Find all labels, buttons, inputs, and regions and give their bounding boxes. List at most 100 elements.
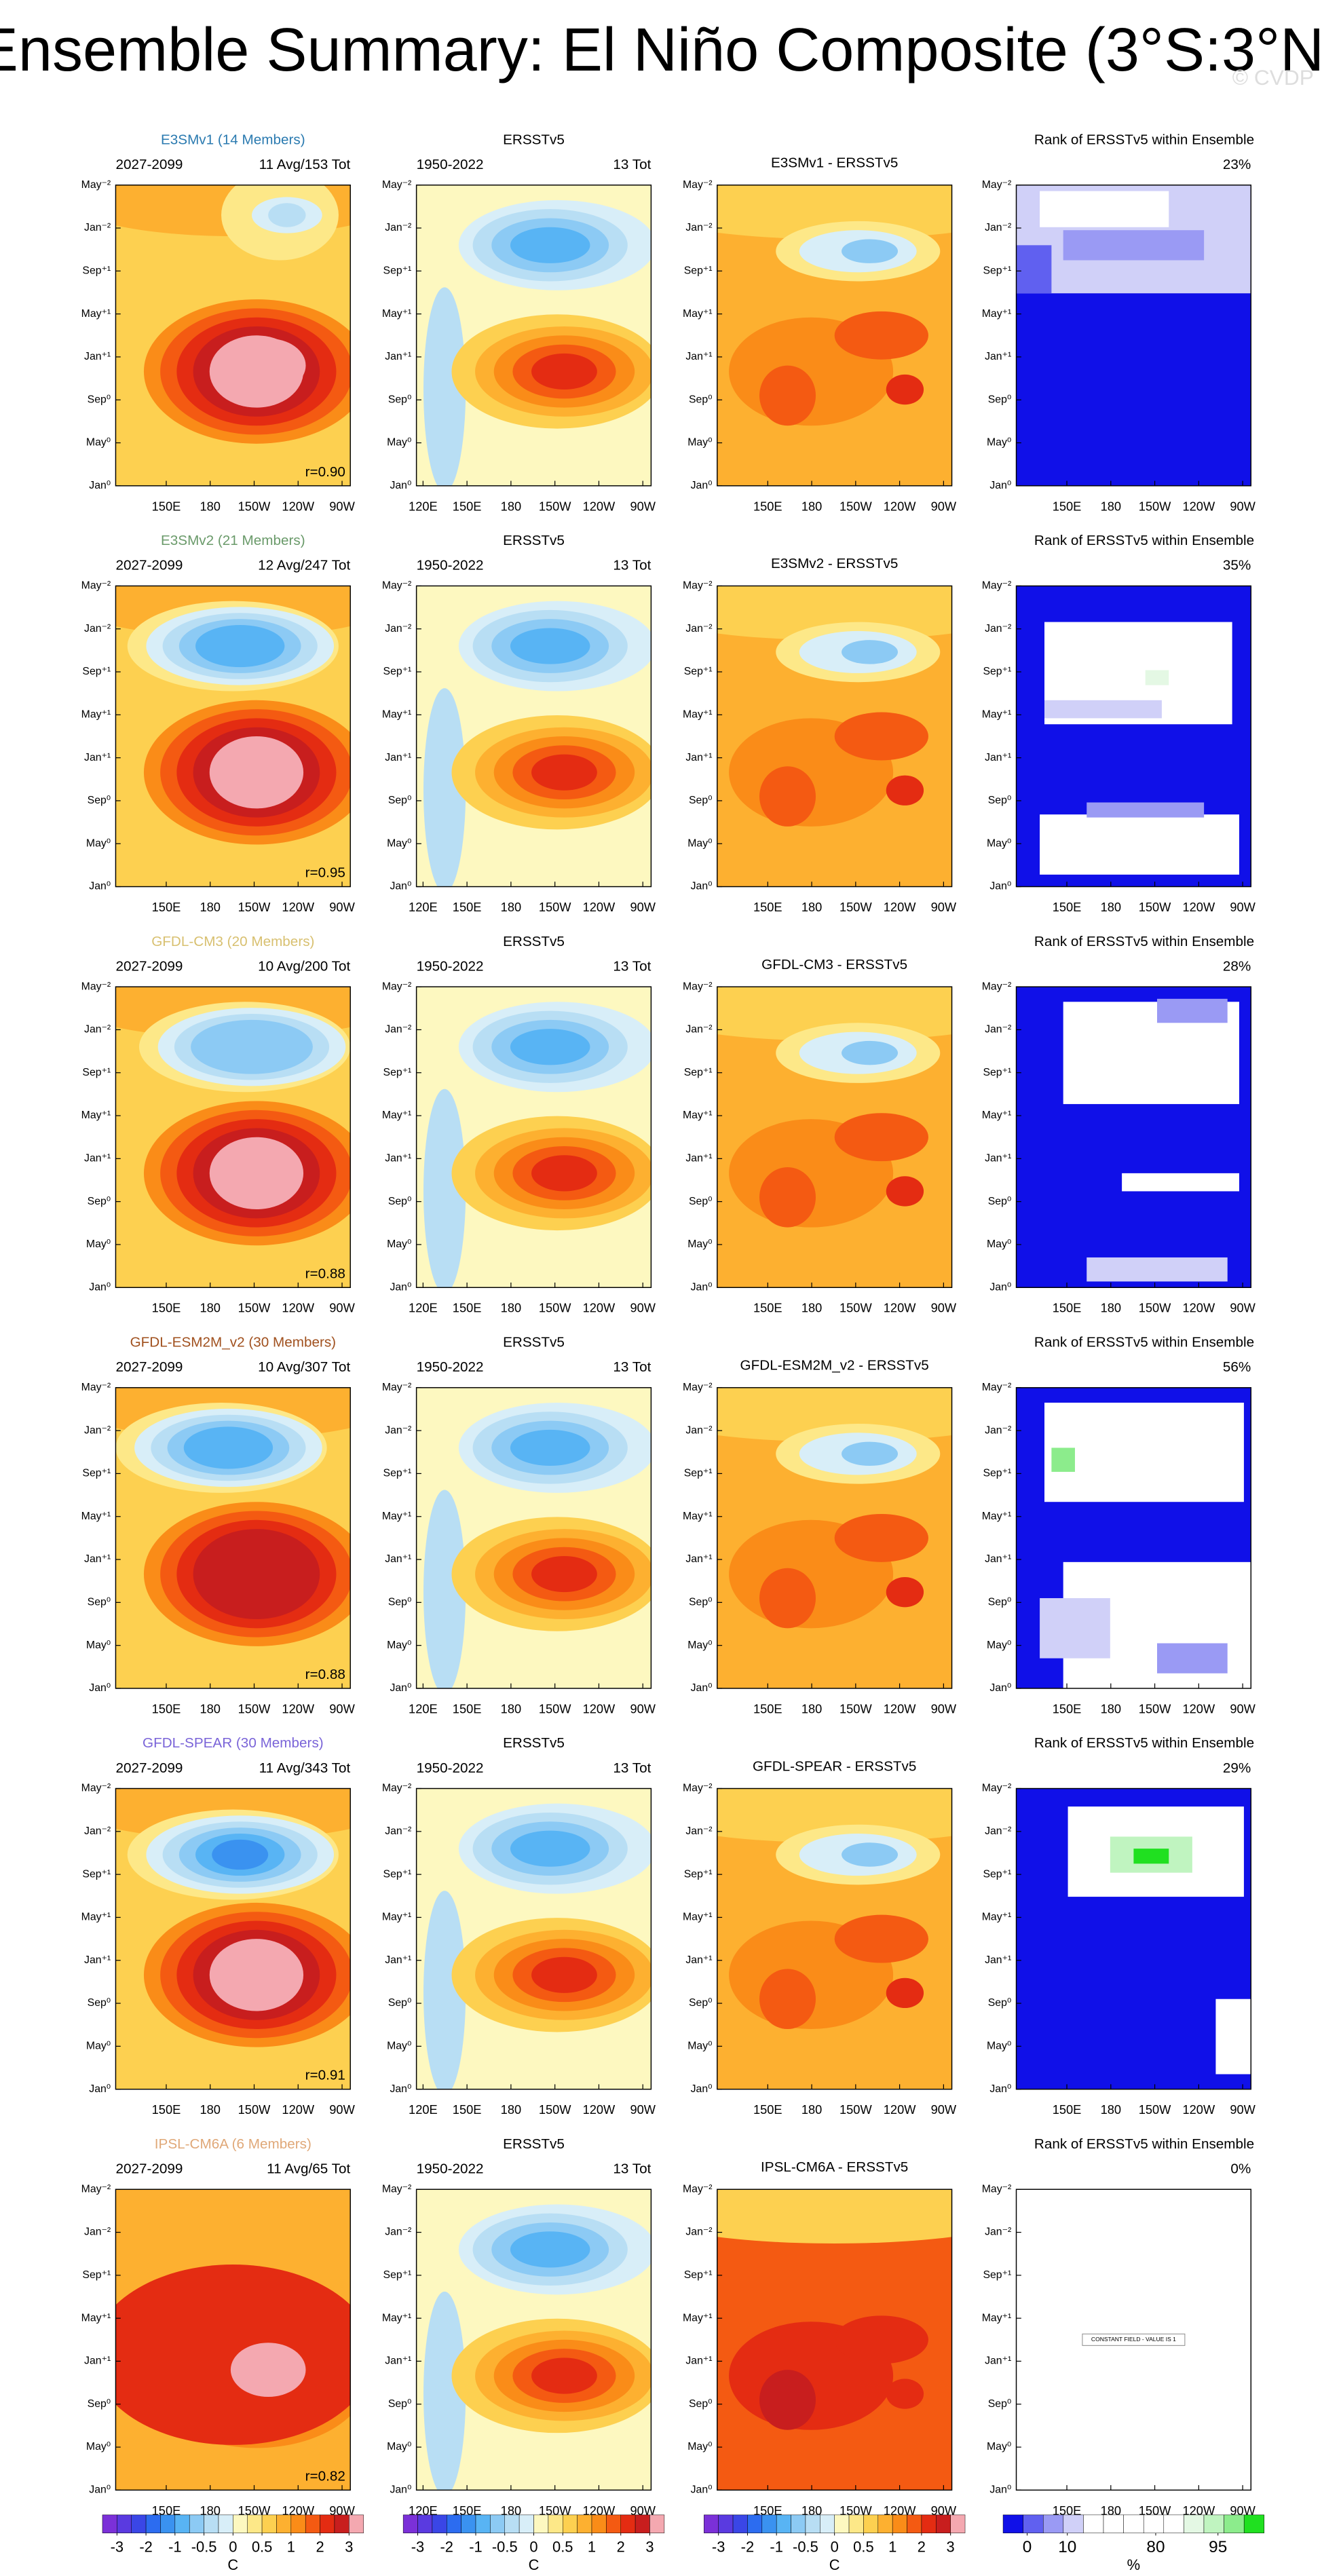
y-tick-label: May⁻² (683, 580, 712, 592)
panel-frame (415, 2189, 652, 2491)
contour-fill (230, 2343, 306, 2398)
colorbar-box (950, 2514, 966, 2533)
panel-field (115, 1387, 351, 1688)
y-tick-label: Sep⁰ (88, 2398, 111, 2410)
rank-title: Rank of ERSSTv5 within Ensemble (1034, 132, 1254, 147)
y-tick-label: May⁻² (982, 1382, 1011, 1393)
obs-count: 13 Tot (613, 558, 651, 573)
contour-fill (191, 1019, 313, 1074)
y-tick-label: Sep⁺¹ (983, 1067, 1011, 1078)
diff-title: E3SMv2 - ERSSTv5 (771, 556, 898, 571)
rank-title: Rank of ERSSTv5 within Ensemble (1034, 1735, 1254, 1751)
y-tick-label: Jan⁺¹ (385, 1553, 411, 1565)
x-tick-label: 150W (238, 2503, 271, 2518)
y-tick-label: Jan⁺¹ (685, 2355, 712, 2367)
y-tick-label: Jan⁺¹ (385, 1954, 411, 1966)
y-tick-label: May⁻² (81, 2183, 111, 2195)
contour-fill (842, 239, 899, 263)
colorbar-box (218, 2514, 233, 2533)
y-tick-label: Jan⁰ (691, 2083, 713, 2095)
panel-frame (1015, 2189, 1252, 2491)
contour-fill (834, 712, 928, 761)
panel-frame (115, 1787, 351, 2090)
x-tick-label: 120W (1183, 2503, 1215, 2518)
panel-frame (415, 1387, 652, 1689)
y-tick-label: Jan⁰ (390, 1682, 411, 1694)
colorbar-box (1103, 2514, 1124, 2533)
y-tick-label: Sep⁰ (388, 1997, 411, 2009)
x-tick-label: 120W (282, 900, 314, 914)
y-tick-label: May⁺¹ (683, 1912, 712, 1923)
contour-fill (759, 766, 816, 827)
panel-frame (115, 585, 351, 888)
colorbar-box (204, 2514, 219, 2533)
x-tick-label: 90W (630, 1701, 656, 1716)
y-tick-label: Sep⁺¹ (684, 1067, 713, 1078)
x-tick-label: 180 (801, 900, 822, 914)
panel-frame (115, 184, 351, 487)
y-tick-label: May⁰ (987, 837, 1011, 849)
member-count: 11 Avg/343 Tot (259, 1760, 351, 1776)
model-name: E3SMv1 (14 Members) (161, 132, 305, 147)
colorbar-label: -3 (712, 2538, 725, 2555)
colorbar-label: 0 (229, 2538, 237, 2555)
y-tick-label: Sep⁺¹ (383, 1468, 412, 1479)
contour-fill (842, 640, 899, 664)
colorbar-box (848, 2514, 864, 2533)
member-count: 10 Avg/307 Tot (258, 1359, 350, 1375)
colorbar-label: -1 (770, 2538, 782, 2555)
contour-fill (886, 1977, 924, 2009)
panel-frame (115, 1387, 351, 1689)
contour-fill (531, 1956, 597, 1993)
model-name: GFDL-ESM2M_v2 (30 Members) (130, 1335, 336, 1350)
panel-field (1016, 586, 1251, 887)
x-tick-label: 120W (1183, 1301, 1215, 1315)
contour-fill (115, 2265, 351, 2445)
diff-title: GFDL-ESM2M_v2 - ERSSTv5 (740, 1358, 929, 1374)
colorbar-box (704, 2514, 719, 2533)
contour-fill (759, 2370, 816, 2430)
y-tick-label: May⁺¹ (81, 709, 111, 721)
y-tick-label: May⁺¹ (683, 709, 712, 721)
colorbar-box (563, 2514, 578, 2533)
colorbar-label: 1 (888, 2538, 896, 2555)
y-tick-label: Jan⁺¹ (84, 2355, 111, 2367)
y-tick-label: May⁰ (387, 837, 411, 849)
panel-frame (415, 585, 652, 888)
rank-cell (1044, 700, 1162, 719)
y-tick-label: Sep⁺¹ (684, 666, 713, 677)
y-tick-label: Jan⁻² (685, 2227, 712, 2238)
colorbar-label: 0 (1023, 2538, 1032, 2556)
x-tick-label: 150E (753, 2102, 782, 2117)
panel-field (115, 586, 351, 887)
colorbar-label: 1 (588, 2538, 596, 2555)
member-count: 11 Avg/65 Tot (267, 2161, 350, 2176)
y-tick-label: May⁰ (987, 2041, 1011, 2052)
y-tick-label: Jan⁻² (985, 1825, 1011, 1837)
y-tick-label: May⁺¹ (382, 1110, 411, 1121)
y-tick-label: Jan⁻² (385, 1424, 411, 1436)
obs-period: 1950-2022 (417, 157, 484, 172)
y-tick-label: May⁻² (81, 981, 111, 992)
y-tick-label: Jan⁻² (385, 1825, 411, 1837)
panel-field (717, 987, 952, 1288)
x-tick-label: 150W (238, 499, 271, 513)
colorbar-label: 0 (831, 2538, 839, 2555)
y-tick-label: Jan⁰ (390, 1281, 411, 1293)
colorbar-box (349, 2514, 364, 2533)
y-tick-label: May⁻² (382, 1382, 411, 1393)
panel-field (717, 586, 952, 887)
colorbar-box (174, 2514, 190, 2533)
x-tick-label: 120W (282, 2503, 314, 2518)
contour-fill (834, 1914, 928, 1963)
x-tick-label: 150W (238, 1301, 271, 1315)
y-tick-label: May⁰ (987, 2441, 1011, 2452)
y-tick-label: May⁺¹ (982, 1110, 1011, 1121)
y-tick-label: May⁻² (982, 981, 1011, 992)
x-tick-label: 150W (839, 2503, 872, 2518)
x-tick-label: 150W (839, 499, 872, 513)
y-tick-label: Jan⁰ (390, 2484, 411, 2496)
x-tick-label: 180 (1101, 1701, 1121, 1716)
y-tick-label: Jan⁺¹ (385, 1153, 411, 1164)
colorbar-box (548, 2514, 563, 2533)
